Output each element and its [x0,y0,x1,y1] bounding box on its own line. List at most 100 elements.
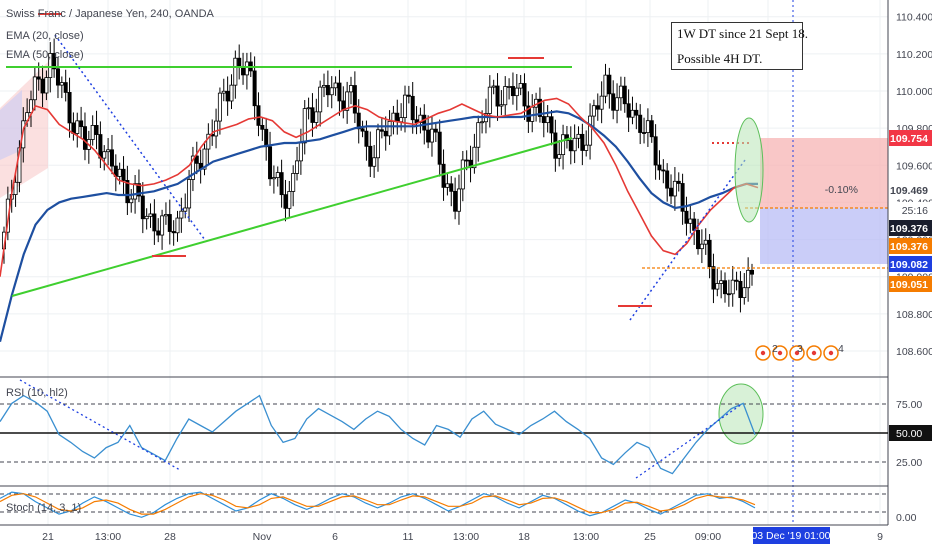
candle-body [429,128,434,143]
candle-body [545,116,550,124]
candle-body [283,194,288,209]
candle-body [630,109,635,118]
ema20-legend[interactable]: EMA (20, close) [6,30,84,42]
stop-zone [760,208,888,264]
price-tick-label: 108.800 [896,309,932,321]
candle-body [719,280,724,284]
candle-body [44,77,49,94]
candle-body [449,183,454,192]
candle-body [352,85,357,114]
note-line-2: Possible 4H DT. [677,51,763,66]
candle-body [750,269,755,275]
rsi-rising-trendline [635,403,743,479]
candle-body [599,95,604,110]
time-tick-label: 11 [403,531,414,543]
candle-body [260,124,265,130]
candle-body [333,82,338,89]
event-markers[interactable]: 2 3 4 [755,343,844,361]
analysis-note[interactable]: 1W DT since 21 Sept 18. Possible 4H DT. [671,22,808,70]
rising-trendline [11,137,573,297]
target-zone [760,138,888,208]
symbol-title: Swiss Franc / Japanese Yen, 240, OANDA [6,8,215,20]
candle-body [349,85,354,93]
price-tag-bg [889,220,932,236]
candle-body [680,183,685,212]
candle-body [136,183,141,197]
countdown-label: 25:16 [902,205,928,217]
price-tick-label: 110.200 [896,49,932,61]
candle-body [244,61,249,76]
candle-body [642,132,647,134]
rsi-line [0,394,756,475]
candle-body [40,78,45,94]
candle-body [237,57,242,68]
candle-body [52,53,57,70]
candle-body [584,144,589,151]
stoch-legend[interactable]: Stoch (14, 3, 1) [6,502,81,514]
candle-body [499,104,504,107]
candle-body [549,116,554,134]
candle-body [156,230,161,236]
event-count-label: 4 [838,343,844,355]
candle-body [302,108,307,144]
candle-body [715,283,720,290]
price-tick-label: 110.000 [896,86,932,98]
candle-body [217,92,222,122]
candle-body [364,130,369,147]
candle-body [669,187,674,197]
candle-body [221,90,226,94]
candle-body [94,125,99,135]
candle-body [256,105,261,126]
candle-body [707,239,712,268]
price-tag-label: 109.469 [890,185,928,197]
candle-body [298,142,303,162]
position-percent: -0.10% [825,184,858,196]
ema50-legend[interactable]: EMA (50, close) [6,49,84,61]
candle-body [726,293,731,296]
rsi-legend[interactable]: RSI (10, hl2) [6,387,68,399]
candle-body [171,231,176,234]
candle-body [82,126,87,150]
candle-body [79,120,84,128]
price-tag-label: 109.754 [890,133,928,145]
time-tick-label: 13:00 [95,531,121,543]
candle-body [634,109,639,116]
candle-body [476,122,481,148]
candle-body [375,129,380,159]
candle-body [48,53,53,78]
rsi-mid-tag-label: 50.00 [896,428,922,440]
candle-body [522,83,527,107]
stoch-axis-ticks: 0.00 [896,512,917,524]
candle-body [437,131,442,165]
candle-body [318,86,323,113]
signal-ellipse-price [734,117,764,223]
candle-body [225,90,230,102]
candle-body [734,279,739,282]
candle-body [553,132,558,159]
candle-body [480,121,485,124]
candle-body [618,85,623,99]
price-tag-bg [889,182,932,198]
candle-body [314,111,319,123]
candle-body [730,279,735,295]
price-tag-bg [889,276,932,292]
candle-body [291,173,296,192]
candle-body [742,287,747,299]
time-tick-label: 28 [164,531,176,543]
date-cursor-tag [753,527,830,544]
candle-body [175,217,180,234]
candle-body [603,74,608,97]
candle-body [699,243,704,250]
candle-body [13,181,18,195]
price-tags: 109.754 109.469 109.376 109.376 109.082 109.0… [889,130,932,292]
candle-body [406,94,411,97]
candle-body [59,82,64,86]
candle-body [472,146,477,169]
candle-body [287,191,292,209]
earlier-long-zone-lower [0,90,22,160]
candle-body [121,168,126,181]
candle-body [684,210,689,224]
candle-body [703,239,708,245]
candle-body [595,105,600,110]
